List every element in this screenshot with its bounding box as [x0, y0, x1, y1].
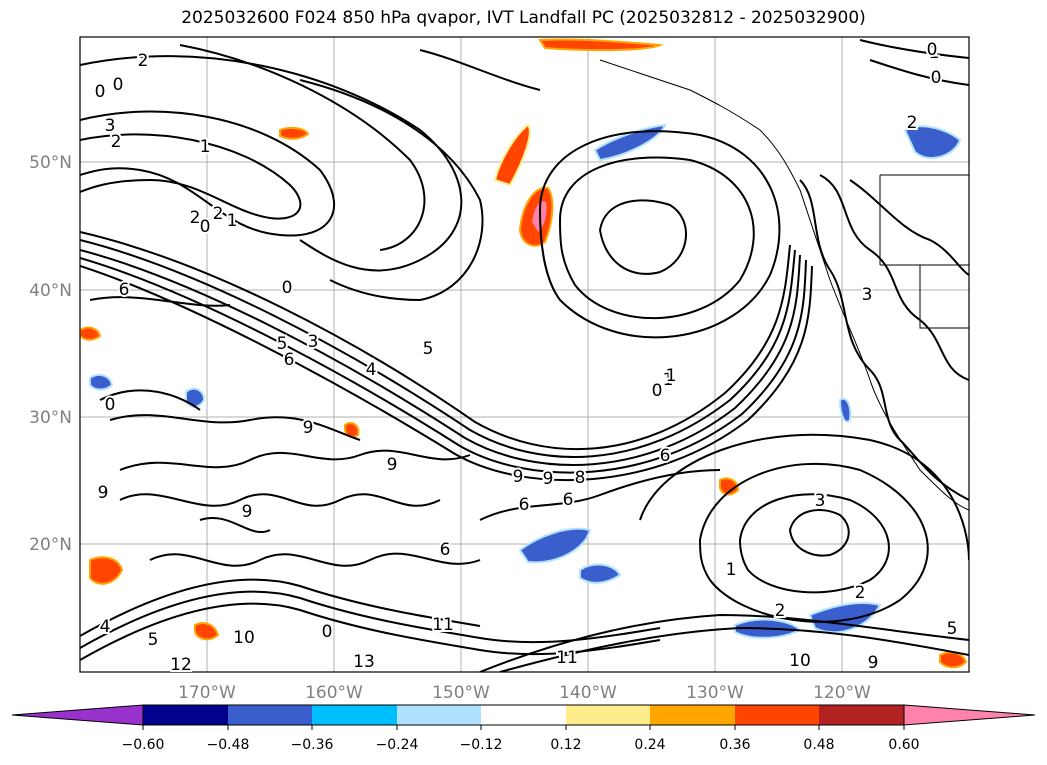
colorbar-segment [143, 705, 228, 725]
lat-label-30n: 30°N [29, 408, 72, 428]
contour-label: 0 [200, 217, 211, 237]
contour-label: 0 [322, 622, 333, 642]
colorbar-tick-label: 0.48 [803, 737, 834, 753]
contour-label: 6 [284, 350, 295, 370]
contour-label: 11 [556, 648, 578, 668]
contour-label: 2 [907, 113, 918, 133]
contour-label: 10 [233, 628, 255, 648]
contour-label: 0 [652, 381, 663, 401]
colorbar-extend-high [903, 704, 1036, 726]
contour-label: 2 [213, 204, 224, 224]
latitude-labels: 50°N 40°N 30°N 20°N [29, 153, 72, 555]
contour-label: 13 [353, 652, 375, 672]
colorbar-tick-label: −0.60 [122, 737, 165, 753]
contour-label: 2 [111, 132, 122, 152]
lon-label-170w: 170°W [178, 683, 236, 703]
coastline [599, 59, 969, 511]
colorbar-segment [397, 705, 481, 725]
contour-label: 9 [387, 455, 398, 475]
contour-label: 12 [170, 655, 192, 675]
colorbar-segment [481, 705, 566, 725]
contour-label: 5 [148, 630, 159, 650]
contour-label: 6 [519, 495, 530, 515]
contour-label: 10 [789, 651, 811, 671]
contour-label: 0 [927, 40, 938, 60]
colorbar-tick-label: 0.60 [888, 737, 919, 753]
contour-label: 4 [100, 617, 111, 637]
contour-label: 11 [432, 615, 454, 635]
contour-label: 0 [95, 82, 106, 102]
contour-label: 6 [563, 490, 574, 510]
colorbar-ticks [142, 725, 905, 730]
colorbar-extend-low [11, 704, 144, 726]
contour-label: 9 [242, 502, 253, 522]
lat-label-20n: 20°N [29, 535, 72, 555]
lon-label-120w: 120°W [813, 683, 871, 703]
contour-label: 5 [277, 334, 288, 354]
lon-label-140w: 140°W [559, 683, 617, 703]
colorbar: −0.60 −0.48 −0.36 −0.24 −0.12 0.12 0.24 … [11, 704, 1036, 753]
lat-label-40n: 40°N [29, 281, 72, 301]
contour-label: 9 [868, 653, 879, 673]
contour-label: 0 [282, 278, 293, 298]
contour-label: 1 [200, 137, 211, 157]
colorbar-tick-label: 0.24 [634, 737, 665, 753]
contour-label: 1 [666, 366, 677, 386]
contour-label: 1 [726, 560, 737, 580]
contour-label: 1 [227, 211, 238, 231]
colorbar-tick-label: −0.24 [376, 737, 419, 753]
contour-label: 0 [931, 68, 942, 88]
map-frame [79, 36, 970, 673]
contour-label: 2 [855, 583, 866, 603]
map-panel [79, 36, 970, 673]
contour-label: 3 [862, 285, 873, 305]
contour-label: 4 [366, 360, 377, 380]
contour-label: 5 [423, 339, 434, 359]
colorbar-segment [228, 705, 312, 725]
colorbar-segment [566, 705, 650, 725]
colorbar-tick-label: −0.48 [207, 737, 250, 753]
lon-label-150w: 150°W [432, 683, 490, 703]
longitude-labels: 170°W 160°W 150°W 140°W 130°W 120°W [178, 683, 871, 703]
contour-label: 9 [513, 467, 524, 487]
contour-label: 0 [105, 395, 116, 415]
colorbar-segment [819, 705, 904, 725]
contour-label: 3 [816, 490, 827, 510]
colorbar-tick-label: 0.36 [719, 737, 750, 753]
contour-label: 6 [119, 280, 130, 300]
contour-label: 3 [308, 332, 319, 352]
contour-label: 9 [303, 418, 314, 438]
contour-label: 6 [440, 540, 451, 560]
contour-label: 0 [113, 75, 124, 95]
contour-label: 1 [929, 43, 940, 63]
map-title: 2025032600 F024 850 hPa qvapor, IVT Land… [181, 8, 866, 28]
contour-label: 9 [543, 469, 554, 489]
contour-label: 6 [660, 446, 671, 466]
lon-label-160w: 160°W [305, 683, 363, 703]
lat-label-50n: 50°N [29, 153, 72, 173]
colorbar-tick-label: 0.12 [550, 737, 581, 753]
contour-label: 8 [575, 468, 586, 488]
contour-label: 3 [815, 491, 826, 511]
contour-label: 2 [190, 208, 201, 228]
contour-label: 5 [947, 619, 958, 639]
colorbar-segment [735, 705, 819, 725]
colorbar-tick-label: −0.12 [460, 737, 503, 753]
contour-label: 2 [775, 601, 786, 621]
contour-label: 3 [105, 116, 116, 136]
colorbar-segment [650, 705, 735, 725]
qvapor-anomaly-fill [80, 38, 968, 669]
colorbar-tick-label: −0.36 [291, 737, 334, 753]
contour-label: 1 [663, 370, 674, 390]
lon-label-130w: 130°W [686, 683, 744, 703]
colorbar-segment [312, 705, 397, 725]
contour-label: 2 [138, 51, 149, 71]
contour-label: 9 [98, 483, 109, 503]
